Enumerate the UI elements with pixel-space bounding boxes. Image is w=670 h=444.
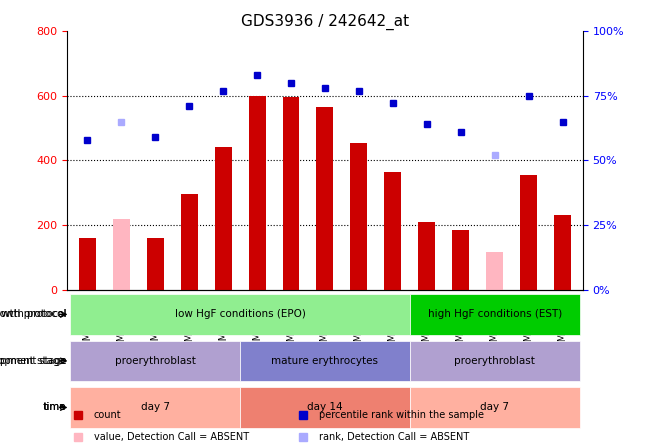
FancyBboxPatch shape	[70, 294, 410, 335]
Bar	[181, 194, 198, 289]
FancyBboxPatch shape	[70, 341, 240, 381]
Bar	[249, 96, 265, 289]
Text: growth protocol: growth protocol	[0, 309, 66, 319]
Text: day 7: day 7	[141, 402, 170, 412]
Bar	[486, 253, 503, 289]
FancyBboxPatch shape	[410, 387, 580, 428]
Text: development stage: development stage	[0, 356, 66, 366]
Bar	[520, 175, 537, 289]
Bar	[316, 107, 334, 289]
Text: percentile rank within the sample: percentile rank within the sample	[319, 410, 484, 420]
Text: proerythroblast: proerythroblast	[115, 356, 196, 366]
Text: rank, Detection Call = ABSENT: rank, Detection Call = ABSENT	[319, 432, 469, 442]
Bar	[113, 218, 130, 289]
FancyBboxPatch shape	[410, 294, 580, 335]
FancyBboxPatch shape	[240, 387, 410, 428]
Bar	[554, 215, 571, 289]
Bar	[418, 222, 436, 289]
Text: count: count	[94, 410, 121, 420]
Bar	[350, 143, 367, 289]
Text: high HgF conditions (EST): high HgF conditions (EST)	[427, 309, 561, 319]
Text: mature erythrocytes: mature erythrocytes	[271, 356, 379, 366]
Bar	[283, 97, 299, 289]
FancyBboxPatch shape	[70, 387, 240, 428]
Text: day 14: day 14	[307, 402, 343, 412]
FancyBboxPatch shape	[410, 341, 580, 381]
Text: growth protocol: growth protocol	[0, 309, 66, 319]
Text: day 7: day 7	[480, 402, 509, 412]
FancyBboxPatch shape	[240, 341, 410, 381]
Bar	[214, 147, 232, 289]
Text: time: time	[43, 402, 66, 412]
Bar	[147, 238, 163, 289]
Text: development stage: development stage	[0, 356, 66, 366]
Text: time: time	[44, 402, 66, 412]
Bar	[385, 172, 401, 289]
Bar	[79, 238, 96, 289]
Text: proerythroblast: proerythroblast	[454, 356, 535, 366]
Text: value, Detection Call = ABSENT: value, Detection Call = ABSENT	[94, 432, 249, 442]
Title: GDS3936 / 242642_at: GDS3936 / 242642_at	[241, 13, 409, 30]
Bar	[452, 230, 469, 289]
Text: low HgF conditions (EPO): low HgF conditions (EPO)	[175, 309, 306, 319]
